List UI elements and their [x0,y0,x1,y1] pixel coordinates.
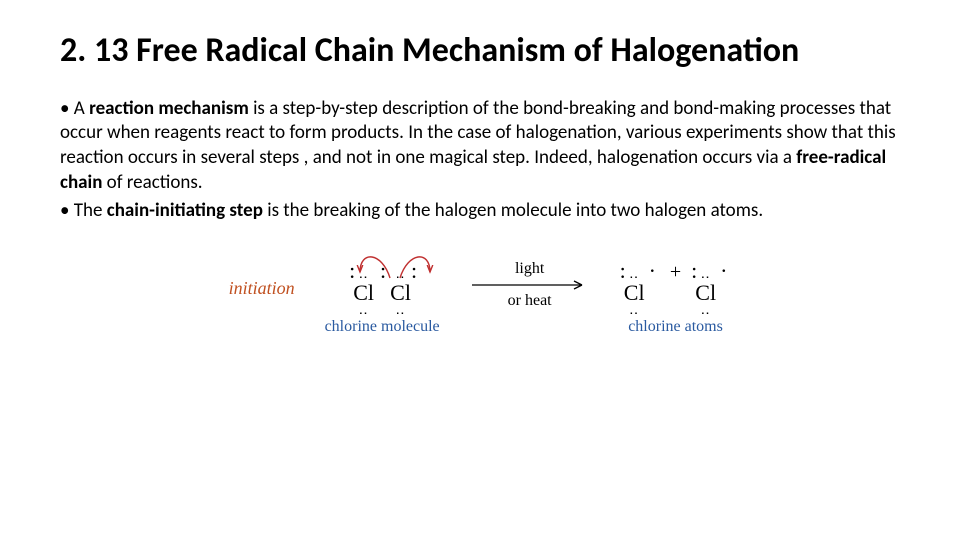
cl-symbol: Cl [695,280,716,306]
product-group: : ‥ Cl ‥ · + : ‥ Cl ‥ · chlorine atoms [620,258,732,336]
bullet-1-pre: • A [60,97,89,120]
lone-pair-icon: ‥ [395,306,405,316]
reaction-diagram: initiation : ‥ Cl ‥ : [60,258,900,336]
plus-sign: + [660,261,691,284]
cl-radicals: : ‥ Cl ‥ · + : ‥ Cl ‥ · [620,258,732,316]
arrow-bottom-label: or heat [508,292,552,310]
lone-pair-icon: ‥ [629,270,639,280]
lone-pair-icon: ‥ [395,270,405,280]
initiation-label: initiation [229,258,295,299]
reactant-label: chlorine molecule [325,318,440,336]
bullet-2-post: is the breaking of the halogen molecule … [263,199,763,222]
slide-title: 2. 13 Free Radical Chain Mechanism of Ha… [60,30,900,73]
lone-pair-icon: ‥ [629,306,639,316]
slide: 2. 13 Free Radical Chain Mechanism of Ha… [0,0,960,540]
radical-dot-icon: · [716,258,731,284]
lone-pair-icon: ‥ [358,270,368,280]
bullet-2-bold1: chain-initiating step [107,199,263,222]
reactant-group: : ‥ Cl ‥ : ‥ Cl ‥ : chlorine molecule [325,258,440,336]
bullet-2: • The chain-initiating step is the break… [60,199,900,224]
reaction-arrow-group: light or heat [470,258,590,309]
cl-symbol: Cl [624,280,645,306]
bullet-1: • A reaction mechanism is a step-by-step… [60,97,900,196]
radical-dot-icon: · [645,258,660,284]
bullet-1-bold1: reaction mechanism [89,97,249,120]
reaction-arrow-icon [470,278,590,292]
cl-symbol: Cl [390,280,411,306]
body-text: • A reaction mechanism is a step-by-step… [60,97,900,224]
cl-symbol: Cl [353,280,374,306]
arrow-top-label: light [515,260,544,278]
bullet-2-pre: • The [60,199,107,222]
lone-pair-icon: : [411,258,415,284]
bond-pair-icon: : [374,258,390,284]
lone-pair-icon: ‥ [358,306,368,316]
cl2-molecule: : ‥ Cl ‥ : ‥ Cl ‥ : [349,258,415,316]
product-label: chlorine atoms [628,318,723,336]
lone-pair-icon: ‥ [701,306,711,316]
bullet-1-post: of reactions. [102,171,202,194]
lone-pair-icon: ‥ [701,270,711,280]
